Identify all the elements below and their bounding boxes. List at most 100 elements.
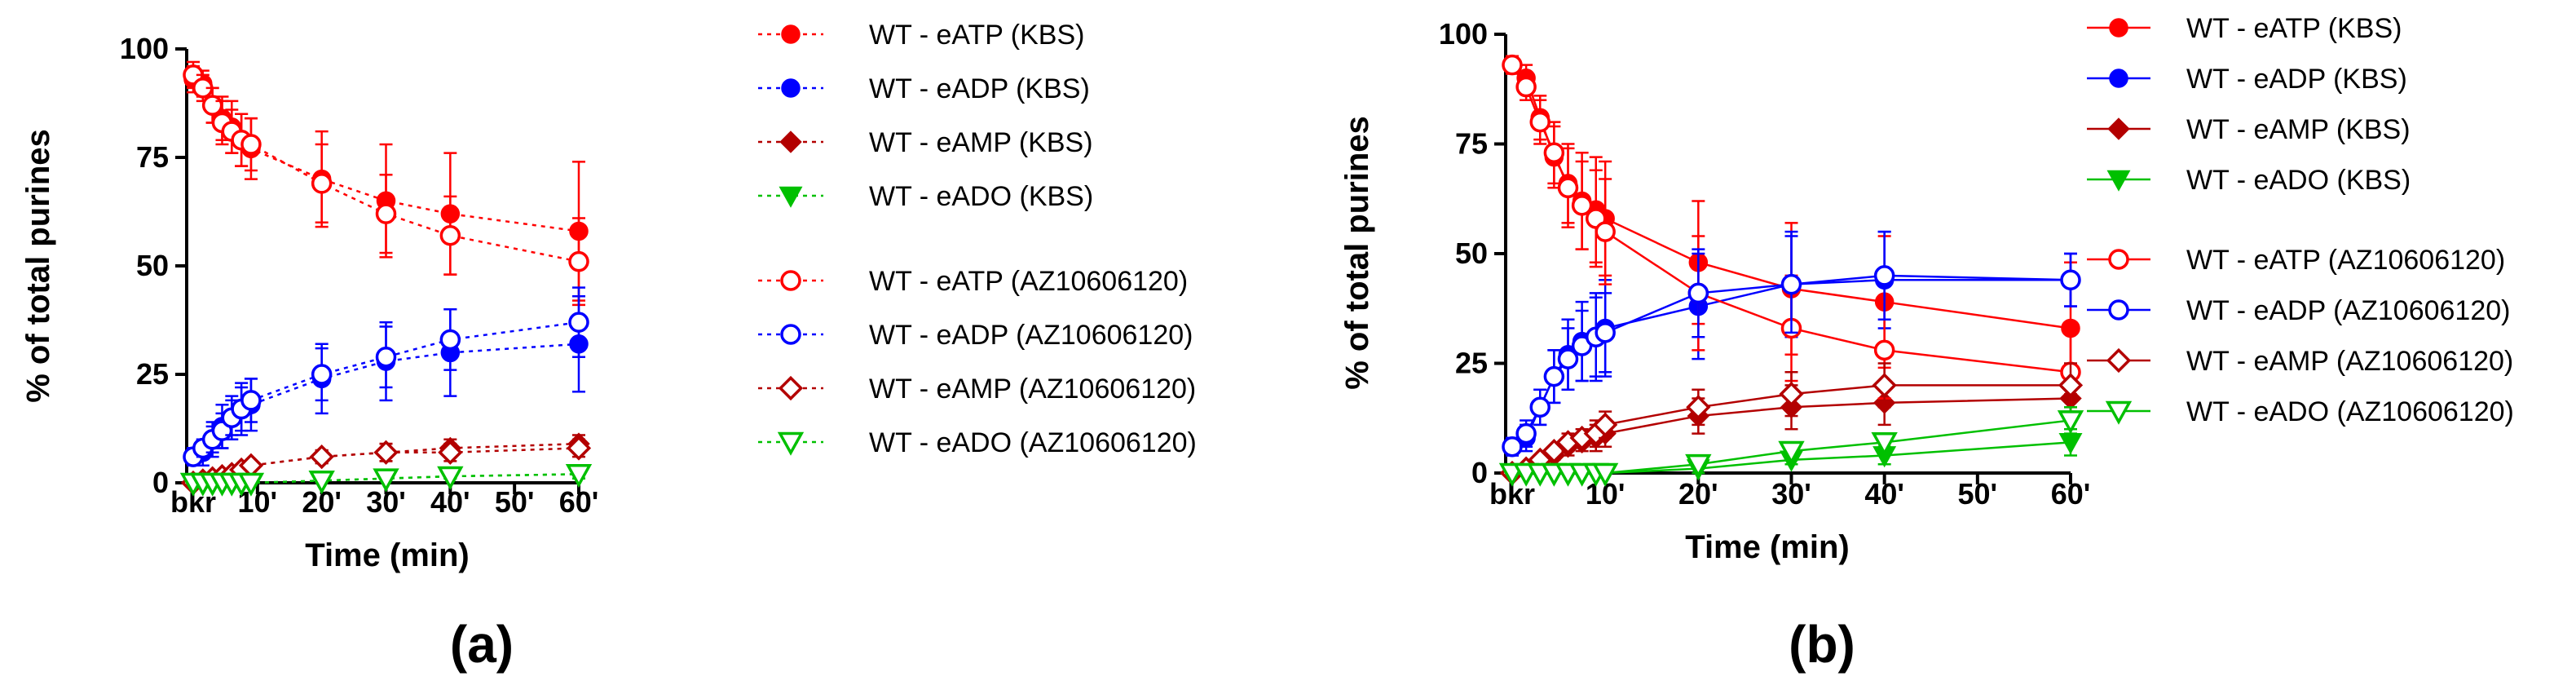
legend-label: WT - eADO (AZ10606120) (2186, 396, 2514, 427)
data-point (1557, 348, 1579, 369)
legend-marker (777, 431, 805, 456)
data-point (1557, 177, 1579, 199)
y-tick-label: 50 (136, 249, 169, 282)
legend-marker (779, 186, 803, 208)
legend-label: WT - eAMP (AZ10606120) (869, 374, 1196, 405)
legend-label: WT - eATP (KBS) (2186, 13, 2402, 44)
series-line (192, 442, 580, 484)
legend-item: WT - eADO (AZ10606120) (758, 427, 1197, 458)
series-8 (1498, 406, 2084, 487)
data-point (1873, 265, 1895, 286)
x-tick-label: 60' (559, 485, 599, 519)
data-point (1780, 273, 1802, 295)
legend-item: WT - eADP (KBS) (2087, 64, 2407, 95)
legend-marker (2106, 347, 2132, 374)
data-point (1542, 438, 1567, 464)
legend-label: WT - eATP (AZ10606120) (2186, 245, 2505, 276)
data-point (1685, 453, 1712, 479)
legend-marker (781, 24, 801, 44)
legend-item: WT - eAMP (KBS) (758, 127, 1093, 158)
data-point (240, 134, 262, 155)
legend-item: WT - eADP (KBS) (758, 73, 1090, 104)
data-point (1529, 396, 1550, 418)
data-point (311, 364, 333, 385)
legend-marker (2108, 249, 2129, 270)
legend-marker (780, 324, 801, 345)
data-point (566, 436, 592, 461)
legend-label: WT - eATP (KBS) (869, 20, 1084, 51)
data-point (437, 466, 464, 490)
legend-label: WT - eADO (AZ10606120) (869, 427, 1197, 458)
data-point (1591, 462, 1619, 487)
x-tick-label: 50' (1958, 477, 1998, 511)
x-axis-title: Time (min) (305, 537, 470, 573)
legend-item: WT - eAMP (KBS) (2087, 114, 2411, 145)
y-tick-label: 50 (1455, 237, 1488, 270)
series-line (192, 447, 580, 484)
data-point (375, 203, 397, 224)
x-tick-label: 30' (1771, 477, 1811, 511)
data-point (1779, 382, 1804, 407)
legend-item: WT - eATP (KBS) (758, 20, 1084, 51)
legend-item: WT - eATP (KBS) (2087, 13, 2402, 44)
x-tick-label: 40' (1864, 477, 1904, 511)
y-tick-label: 75 (136, 140, 169, 174)
legend-marker (778, 375, 804, 401)
data-point (201, 95, 223, 116)
data-point (308, 471, 335, 495)
y-tick-label: 25 (136, 357, 169, 391)
data-point (2057, 410, 2084, 435)
data-point (565, 464, 593, 489)
panel-label: (b) (1789, 615, 1855, 674)
data-point (438, 440, 463, 465)
legend-label: WT - eADO (KBS) (869, 181, 1093, 212)
data-point (1502, 54, 1523, 76)
legend-label: WT - eATP (AZ10606120) (869, 266, 1188, 297)
data-point (1571, 195, 1593, 216)
data-point (439, 329, 461, 351)
series-5 (183, 60, 589, 307)
legend-item: WT - eADO (KBS) (758, 181, 1093, 212)
legend-marker (2106, 170, 2131, 192)
legend-label: WT - eADP (KBS) (869, 73, 1090, 104)
x-tick-label: 20' (1678, 477, 1718, 511)
data-point (309, 444, 334, 470)
legend-item: WT - eADP (AZ10606120) (2087, 295, 2510, 326)
legend-label: WT - eADP (AZ10606120) (2186, 295, 2510, 326)
legend-marker (780, 270, 801, 291)
data-point (1595, 322, 1616, 343)
data-point (1778, 440, 1805, 465)
data-point (439, 225, 461, 246)
x-tick-label: 50' (495, 485, 535, 519)
y-tick-label: 100 (1439, 17, 1488, 51)
legend: WT - eATP (KBS) WT - eADP (KBS) WT - eAMP … (758, 20, 1197, 458)
legend-label: WT - eADP (KBS) (2186, 64, 2407, 95)
data-point (1543, 365, 1565, 387)
y-tick-label: 100 (120, 32, 169, 65)
legend-marker (2109, 69, 2128, 88)
legend-marker (2105, 400, 2133, 425)
data-point (240, 390, 262, 411)
data-point (1543, 142, 1565, 164)
data-point (373, 440, 399, 465)
y-tick-label: 0 (1471, 456, 1488, 489)
data-point (311, 173, 333, 194)
y-tick-label: 0 (152, 466, 169, 499)
data-point (1687, 282, 1709, 304)
series-6 (183, 286, 589, 467)
data-point (1872, 373, 1897, 398)
legend-label: WT - eADO (KBS) (2186, 165, 2411, 196)
legend-marker (2108, 299, 2129, 321)
legend-label: WT - eAMP (KBS) (869, 127, 1093, 158)
legend-label: WT - eADP (AZ10606120) (869, 320, 1193, 351)
data-point (237, 472, 265, 497)
panel-label: (a) (450, 615, 514, 674)
x-axis-title: Time (min) (1685, 529, 1850, 565)
x-tick-label: 40' (430, 485, 470, 519)
legend-item: WT - eADO (AZ10606120) (2087, 396, 2514, 427)
legend-item: WT - eADP (AZ10606120) (758, 320, 1193, 351)
legend-item: WT - eAMP (AZ10606120) (758, 374, 1196, 405)
legend-marker (2107, 117, 2130, 140)
